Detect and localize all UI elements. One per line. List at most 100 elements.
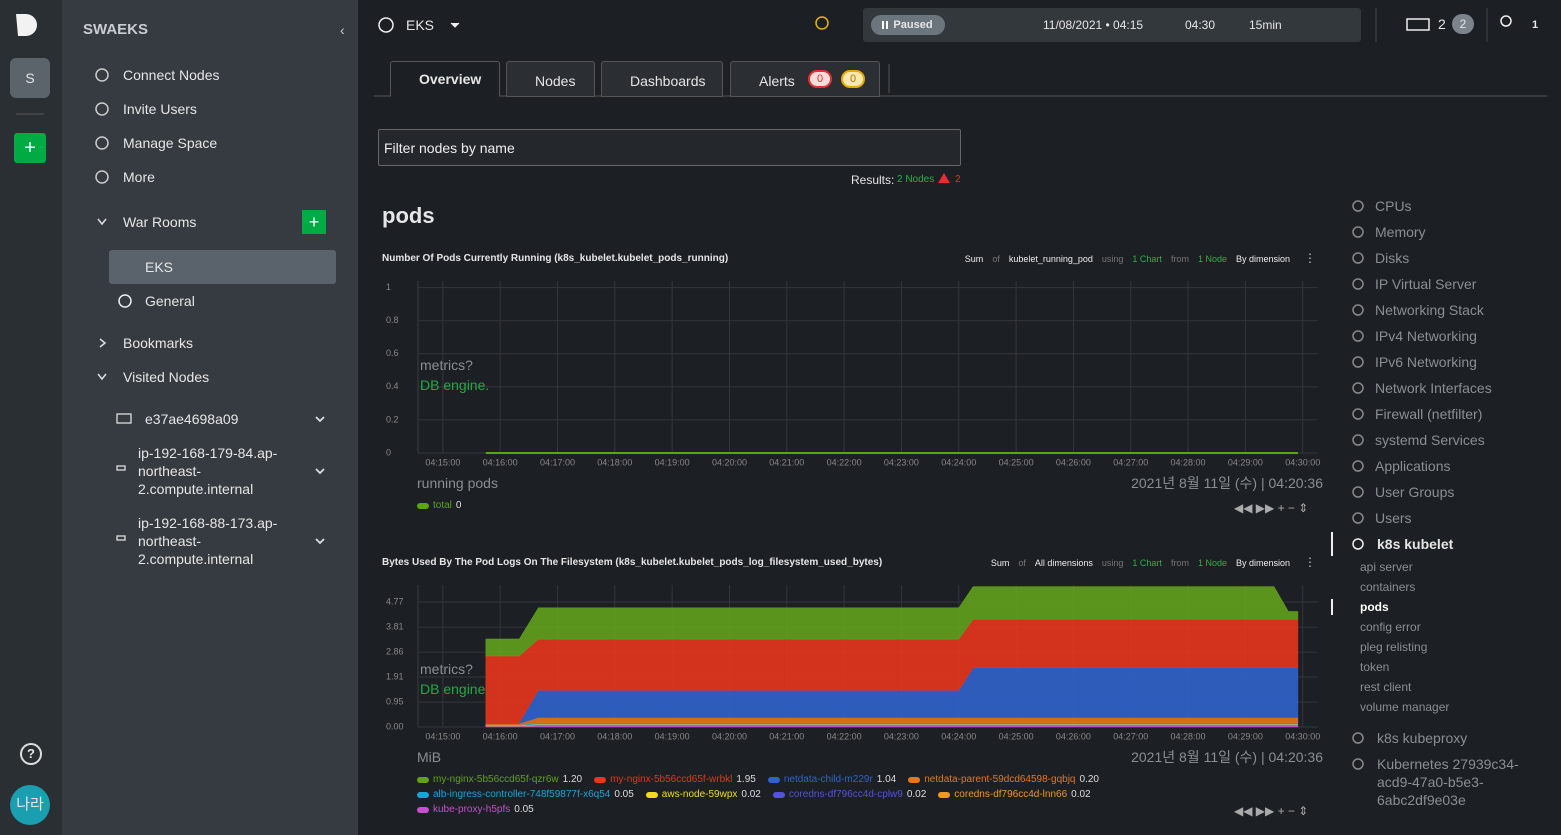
alert-critical[interactable]: 0 <box>808 70 832 88</box>
icon <box>1352 304 1364 316</box>
nav-item[interactable]: k8s kubeproxy <box>1377 730 1468 746</box>
visited-nodes[interactable]: Visited Nodes <box>123 369 210 385</box>
icon <box>95 136 109 150</box>
tab-label[interactable]: Alerts <box>759 73 795 89</box>
nav-sub-item[interactable]: rest client <box>1360 680 1412 694</box>
tab-label[interactable]: Dashboards <box>630 73 706 89</box>
nav-sub-item[interactable]: pleg relisting <box>1360 640 1428 654</box>
visited-node[interactable]: ip-192-168-179-84.ap-northeast-2.compute… <box>138 445 278 497</box>
menu-item[interactable]: Invite Users <box>123 101 197 117</box>
tab[interactable] <box>390 61 500 97</box>
nav-item[interactable]: Users <box>1375 510 1412 526</box>
x-tick-label: 04:19:00 <box>655 457 690 467</box>
menu-item[interactable]: Manage Space <box>123 135 218 151</box>
nodes-count[interactable]: 2 <box>1438 16 1446 32</box>
help[interactable]: ? <box>20 743 42 765</box>
nav-item[interactable]: IPv4 Networking <box>1375 328 1477 344</box>
users-count[interactable]: 1 <box>1532 19 1539 31</box>
control[interactable]: Sum <box>964 254 984 264</box>
legend-item[interactable]: my-nginx-5b56ccd65f-wrbkl 1.95 <box>594 772 756 787</box>
time-end[interactable]: 04:30 <box>1185 18 1216 32</box>
x-tick-label: 04:22:00 <box>827 457 862 467</box>
legend-item[interactable]: netdata-parent-59dcd64598-gqbjq 0.20 <box>908 772 1099 787</box>
control[interactable]: Sum <box>990 558 1010 568</box>
nav-sub-item[interactable]: containers <box>1360 580 1416 594</box>
filter-placeholder[interactable]: Filter nodes by name <box>384 140 515 156</box>
x-tick-label: 04:27:00 <box>1113 731 1148 741</box>
duration[interactable]: 15min <box>1249 18 1282 32</box>
nav-item[interactable]: IP Virtual Server <box>1375 276 1477 292</box>
nav-item[interactable]: Networking Stack <box>1375 302 1484 318</box>
nav-item[interactable]: systemd Services <box>1375 432 1485 448</box>
nodes-badge: 2 <box>1452 14 1474 34</box>
legend-item[interactable]: netdata-child-m229r 1.04 <box>767 772 896 787</box>
legend-item[interactable]: coredns-df796cc4d-lnn66 0.02 <box>938 787 1091 802</box>
legend-swatch <box>594 776 607 783</box>
nav-sub-item[interactable]: config error <box>1360 620 1421 634</box>
legend-item[interactable]: alb-ingress-controller-748f59877f-x6q54 0… <box>417 787 634 802</box>
user-avatar[interactable]: 나라 <box>10 785 50 825</box>
nav-item[interactable]: User Groups <box>1375 484 1455 500</box>
timebox <box>863 8 1361 42</box>
legend-item[interactable]: coredns-df796cc4d-cplw9 0.02 <box>772 787 926 802</box>
x-tick-label: 04:24:00 <box>941 457 976 467</box>
nav-current[interactable]: k8s kubelet <box>1377 536 1454 552</box>
legend-item[interactable]: aws-node-59wpx 0.02 <box>645 787 761 802</box>
control[interactable]: By dimension <box>1235 558 1290 568</box>
visited-node[interactable]: ip-192-168-88-173.ap-northeast-2.compute… <box>138 515 278 567</box>
icon <box>1352 200 1364 212</box>
nav-sub-item[interactable]: pods <box>1360 600 1389 614</box>
nav-sub-item[interactable]: api server <box>1360 560 1413 574</box>
y-tick-label: 0.2 <box>386 414 399 424</box>
control[interactable]: kubelet_running_pod <box>1008 254 1093 264</box>
legend-swatch <box>417 502 429 509</box>
room-name[interactable]: EKS <box>406 17 435 33</box>
icon <box>1352 330 1364 342</box>
x-tick-label: 04:16:00 <box>483 731 518 741</box>
space-avatar[interactable]: S <box>10 58 50 98</box>
tab-label[interactable]: Overview <box>419 71 482 87</box>
y-tick-label: 0.00 <box>386 721 404 731</box>
nav-sub-item[interactable]: volume manager <box>1360 700 1450 714</box>
filter-input[interactable] <box>378 129 961 166</box>
icon <box>1352 226 1364 238</box>
nav-item[interactable]: Disks <box>1375 250 1410 266</box>
control: of <box>1018 558 1026 568</box>
legend-item[interactable]: kube-proxy-h5pfs 0.05 <box>417 802 534 817</box>
menu-item[interactable]: More <box>123 169 155 185</box>
menu-item[interactable]: Connect Nodes <box>123 67 220 83</box>
nav-item[interactable]: Memory <box>1375 224 1426 240</box>
nav-sub-item[interactable]: token <box>1360 660 1390 674</box>
nav-item[interactable]: Applications <box>1375 458 1451 474</box>
room[interactable]: General <box>145 293 195 309</box>
timestamp: 2021년 8월 11일 (수) | 04:20:36 <box>1131 749 1323 765</box>
add-room[interactable]: + <box>302 210 326 234</box>
nav-item[interactable]: Network Interfaces <box>1375 380 1492 396</box>
y-tick-label: 1.91 <box>386 671 404 681</box>
alert-warning[interactable]: 0 <box>841 70 865 88</box>
add-space[interactable]: + <box>14 133 46 163</box>
control[interactable]: All dimensions <box>1034 558 1093 568</box>
nodes-icon <box>1406 18 1430 31</box>
tab-label[interactable]: Nodes <box>535 73 576 89</box>
war-rooms[interactable]: War Rooms <box>123 214 197 230</box>
collapse[interactable]: ‹ <box>340 22 345 38</box>
tab[interactable] <box>506 61 595 97</box>
legend-value: 0.02 <box>741 789 761 800</box>
legend-item[interactable]: total 0 <box>417 498 461 513</box>
time-start[interactable]: 11/08/2021 • 04:15 <box>1043 18 1144 32</box>
visited-node[interactable]: e37ae4698a09 <box>145 411 239 427</box>
room[interactable]: EKS <box>145 259 174 275</box>
bookmarks[interactable]: Bookmarks <box>123 335 194 351</box>
nav-item[interactable]: Firewall (netfilter) <box>1375 406 1483 422</box>
tab[interactable] <box>601 61 723 97</box>
control[interactable]: By dimension <box>1235 254 1290 264</box>
icon <box>118 294 132 308</box>
nav-item[interactable]: IPv6 Networking <box>1375 354 1477 370</box>
paused[interactable]: Paused <box>871 15 945 35</box>
nav-item[interactable]: CPUs <box>1375 198 1412 214</box>
control: 1 Chart <box>1132 558 1162 568</box>
nav-item[interactable]: Kubernetes 27939c34-acd9-47a0-b5e3-6abc2… <box>1377 756 1519 808</box>
legend-item[interactable]: my-nginx-5b56ccd65f-qzr6w 1.20 <box>417 772 582 787</box>
